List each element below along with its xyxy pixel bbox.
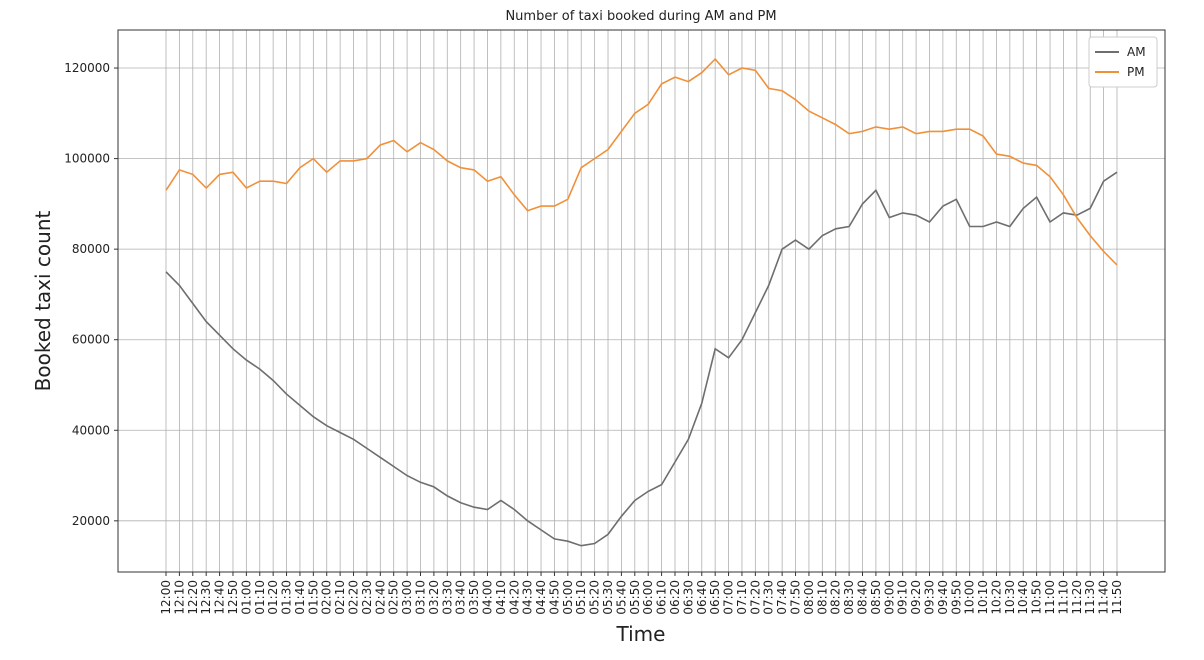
x-tick-label: 07:10: [735, 580, 749, 615]
x-tick-label: 10:10: [976, 580, 990, 615]
x-tick-label: 07:20: [748, 580, 762, 615]
x-tick-label: 02:10: [333, 580, 347, 615]
x-tick-label: 04:50: [547, 580, 561, 615]
x-tick-label: 08:50: [869, 580, 883, 615]
x-tick-label: 11:00: [1043, 580, 1057, 615]
x-tick-label: 08:30: [842, 580, 856, 615]
x-tick-label: 02:20: [347, 580, 361, 615]
x-tick-label: 07:40: [775, 580, 789, 615]
x-axis-label: Time: [616, 622, 666, 646]
x-tick-label: 05:30: [601, 580, 615, 615]
x-tick-label: 06:20: [668, 580, 682, 615]
x-tick-label: 08:00: [802, 580, 816, 615]
x-tick-label: 04:40: [534, 580, 548, 615]
x-tick-label: 04:20: [507, 580, 521, 615]
x-tick-label: 02:50: [387, 580, 401, 615]
y-tick-label: 80000: [72, 242, 110, 256]
x-tick-label: 02:30: [360, 580, 374, 615]
chart-title: Number of taxi booked during AM and PM: [505, 9, 776, 24]
x-tick-label: 10:40: [1016, 580, 1030, 615]
x-tick-label: 06:40: [695, 580, 709, 615]
x-tick-label: 06:50: [708, 580, 722, 615]
legend-box: [1088, 36, 1158, 88]
x-tick-label: 04:00: [480, 580, 494, 615]
x-tick-label: 05:50: [628, 580, 642, 615]
x-tick-label: 05:20: [588, 580, 602, 615]
x-tick-label: 12:30: [199, 580, 213, 615]
x-tick-label: 05:10: [574, 580, 588, 615]
data-line: [165, 57, 1118, 266]
x-tick-label: 08:10: [815, 580, 829, 615]
y-axis-label: Booked taxi count: [31, 211, 55, 392]
x-tick-label: 11:20: [1070, 580, 1084, 615]
x-tick-label: 11:30: [1083, 580, 1097, 615]
x-tick-label: 12:10: [172, 580, 186, 615]
x-tick-label: 07:00: [722, 580, 736, 615]
x-tick-label: 09:10: [896, 580, 910, 615]
x-tick-label: 11:10: [1056, 580, 1070, 615]
y-tick-label: 40000: [72, 423, 110, 437]
legend-label: AM: [1127, 45, 1146, 59]
y-tick-label: 120000: [64, 61, 110, 75]
y-tick-label: 20000: [72, 514, 110, 528]
x-tick-label: 05:00: [561, 580, 575, 615]
plot-frame: [117, 29, 1166, 573]
x-tick-label: 10:20: [989, 580, 1003, 615]
x-tick-label: 01:30: [280, 580, 294, 615]
x-tick-label: 02:00: [320, 580, 334, 615]
data-line: [165, 171, 1118, 547]
y-tick-label: 100000: [64, 152, 110, 166]
x-tick-label: 09:00: [882, 580, 896, 615]
x-tick-label: 09:20: [909, 580, 923, 615]
x-tick-label: 01:10: [253, 580, 267, 615]
x-tick-label: 12:20: [186, 580, 200, 615]
x-tick-label: 08:40: [856, 580, 870, 615]
x-tick-label: 02:40: [373, 580, 387, 615]
x-tick-label: 11:40: [1097, 580, 1111, 615]
x-tick-label: 08:20: [829, 580, 843, 615]
x-tick-label: 10:00: [963, 580, 977, 615]
x-tick-label: 10:30: [1003, 580, 1017, 615]
x-tick-label: 12:50: [226, 580, 240, 615]
x-tick-label: 03:10: [413, 580, 427, 615]
x-tick-label: 12:40: [213, 580, 227, 615]
x-tick-label: 06:10: [655, 580, 669, 615]
x-tick-label: 03:40: [454, 580, 468, 615]
x-tick-label: 09:30: [922, 580, 936, 615]
x-tick-label: 04:10: [494, 580, 508, 615]
x-tick-label: 11:50: [1110, 580, 1124, 615]
x-tick-label: 10:50: [1030, 580, 1044, 615]
x-tick-label: 09:50: [949, 580, 963, 615]
x-tick-label: 09:40: [936, 580, 950, 615]
x-tick-label: 06:30: [681, 580, 695, 615]
x-tick-label: 03:20: [427, 580, 441, 615]
x-tick-label: 05:40: [614, 580, 628, 615]
x-tick-label: 03:30: [440, 580, 454, 615]
x-tick-label: 07:50: [789, 580, 803, 615]
x-tick-label: 01:40: [293, 580, 307, 615]
x-tick-label: 03:50: [467, 580, 481, 615]
legend-label: PM: [1127, 65, 1145, 79]
x-tick-label: 01:20: [266, 580, 280, 615]
y-tick-label: 60000: [72, 333, 110, 347]
x-tick-label: 12:00: [159, 580, 173, 615]
x-tick-label: 07:30: [762, 580, 776, 615]
legend: AM PM: [1088, 36, 1158, 88]
x-tick-label: 01:50: [306, 580, 320, 615]
x-tick-label: 04:30: [521, 580, 535, 615]
x-tick-label: 06:00: [641, 580, 655, 615]
x-tick-label: 01:00: [239, 580, 253, 615]
x-tick-label: 03:00: [400, 580, 414, 615]
